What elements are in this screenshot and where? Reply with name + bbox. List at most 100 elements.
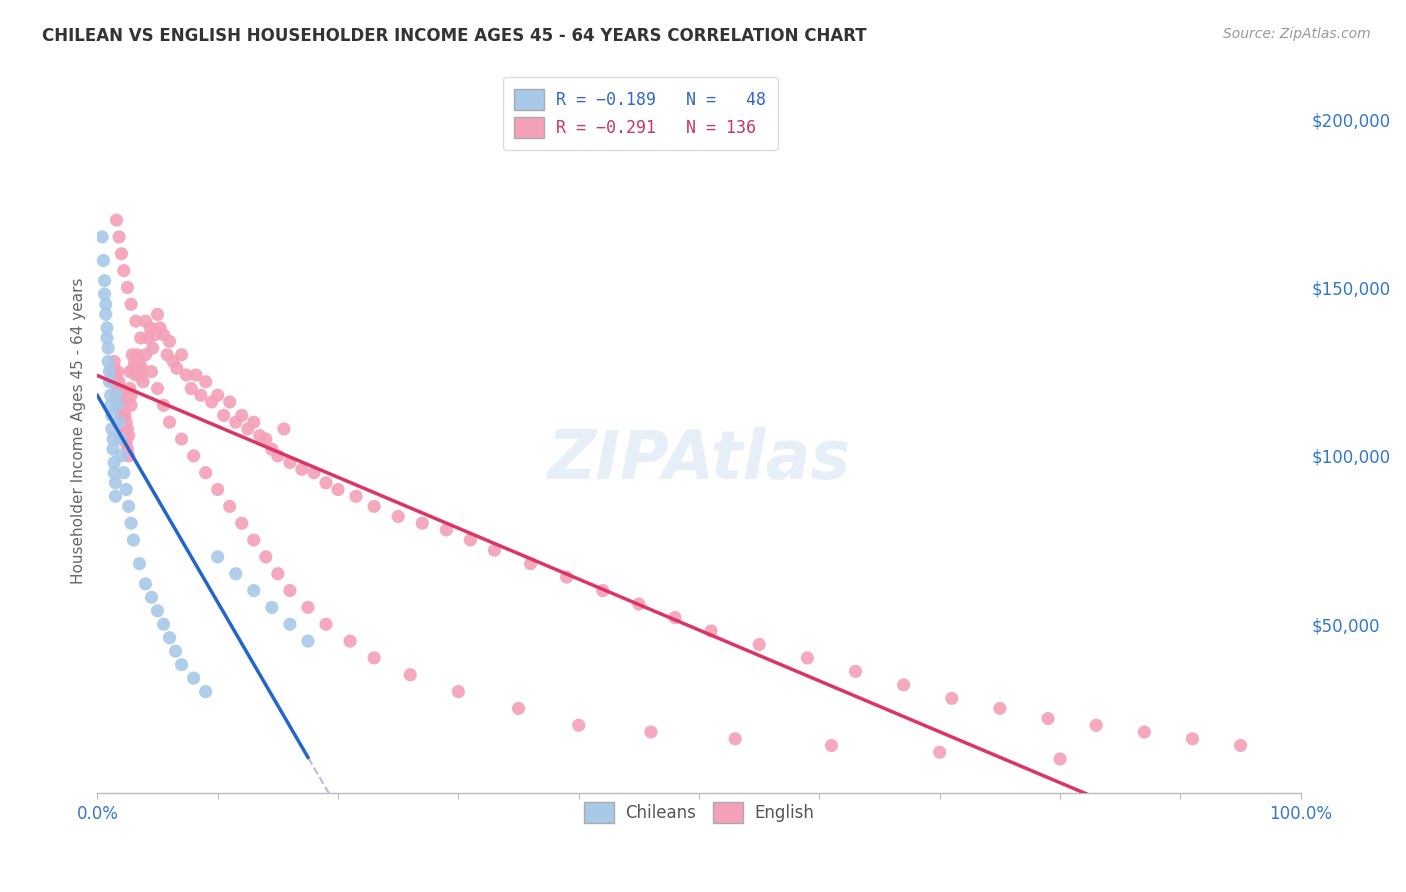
Point — [254, 432, 277, 446]
Point — [592, 583, 614, 598]
Text: CHILEAN VS ENGLISH HOUSEHOLDER INCOME AGES 45 - 64 YEARS CORRELATION CHART: CHILEAN VS ENGLISH HOUSEHOLDER INCOME AG… — [42, 27, 868, 45]
Point — [118, 382, 141, 396]
Point — [105, 388, 128, 402]
Point — [93, 253, 115, 268]
Point — [231, 516, 253, 531]
Point — [627, 597, 650, 611]
Point — [100, 388, 122, 402]
Point — [134, 577, 156, 591]
Point — [132, 375, 155, 389]
Point — [363, 500, 385, 514]
Point — [91, 230, 114, 244]
Legend: Chileans, English: Chileans, English — [572, 790, 827, 835]
Point — [1181, 731, 1204, 746]
Point — [152, 617, 174, 632]
Point — [101, 375, 124, 389]
Point — [180, 382, 202, 396]
Point — [114, 428, 136, 442]
Point — [107, 398, 129, 412]
Point — [105, 213, 128, 227]
Point — [278, 583, 301, 598]
Point — [447, 684, 470, 698]
Point — [315, 475, 337, 490]
Point — [110, 398, 132, 412]
Point — [194, 684, 217, 698]
Point — [110, 409, 132, 423]
Point — [105, 375, 128, 389]
Point — [94, 307, 117, 321]
Point — [302, 466, 325, 480]
Point — [98, 375, 121, 389]
Point — [103, 466, 125, 480]
Point — [101, 422, 124, 436]
Point — [93, 287, 115, 301]
Point — [1049, 752, 1071, 766]
Point — [110, 246, 132, 260]
Point — [411, 516, 433, 531]
Point — [98, 365, 121, 379]
Point — [107, 382, 129, 396]
Point — [97, 354, 120, 368]
Point — [141, 591, 163, 605]
Point — [112, 422, 135, 436]
Point — [664, 610, 686, 624]
Point — [387, 509, 409, 524]
Point — [156, 348, 179, 362]
Point — [748, 637, 770, 651]
Point — [207, 549, 229, 564]
Point — [183, 671, 205, 685]
Point — [117, 280, 139, 294]
Point — [139, 321, 162, 335]
Point — [159, 415, 181, 429]
Point — [273, 422, 295, 436]
Point — [115, 435, 138, 450]
Point — [170, 657, 193, 672]
Point — [1036, 712, 1059, 726]
Point — [568, 718, 591, 732]
Point — [363, 651, 385, 665]
Point — [125, 368, 148, 382]
Point — [110, 449, 132, 463]
Point — [134, 348, 156, 362]
Point — [115, 483, 138, 497]
Point — [640, 725, 662, 739]
Point — [93, 274, 115, 288]
Point — [176, 368, 198, 382]
Point — [108, 230, 131, 244]
Point — [267, 449, 290, 463]
Point — [820, 739, 842, 753]
Point — [183, 449, 205, 463]
Point — [149, 321, 172, 335]
Point — [107, 365, 129, 379]
Point — [162, 354, 184, 368]
Point — [218, 500, 240, 514]
Text: ZIPAtlas: ZIPAtlas — [547, 426, 851, 492]
Point — [131, 361, 153, 376]
Point — [194, 466, 217, 480]
Point — [184, 368, 207, 382]
Point — [194, 375, 217, 389]
Point — [152, 398, 174, 412]
Point — [170, 348, 193, 362]
Point — [225, 415, 247, 429]
Point — [101, 409, 124, 423]
Point — [122, 533, 145, 547]
Point — [111, 395, 134, 409]
Point — [114, 409, 136, 423]
Point — [108, 415, 131, 429]
Point — [128, 557, 150, 571]
Point — [125, 348, 148, 362]
Point — [243, 415, 266, 429]
Point — [111, 415, 134, 429]
Point — [434, 523, 457, 537]
Point — [243, 533, 266, 547]
Point — [103, 354, 125, 368]
Point — [941, 691, 963, 706]
Point — [110, 432, 132, 446]
Point — [101, 432, 124, 446]
Point — [96, 321, 118, 335]
Point — [1133, 725, 1156, 739]
Point — [893, 678, 915, 692]
Point — [143, 327, 166, 342]
Point — [460, 533, 482, 547]
